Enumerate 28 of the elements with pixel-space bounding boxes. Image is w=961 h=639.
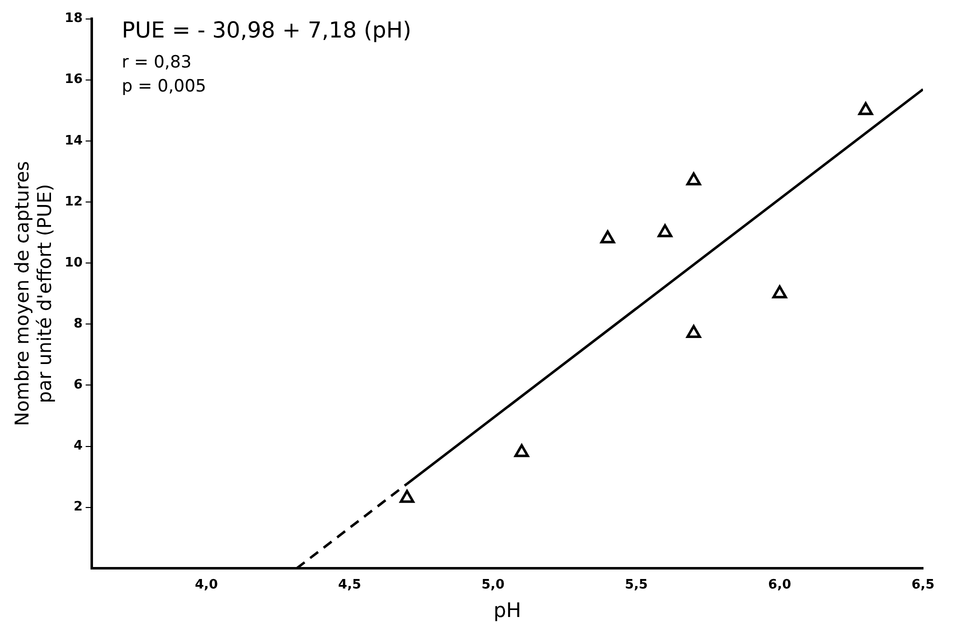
x-tick-label: 6,5 — [911, 578, 935, 593]
y-tick-label: 2 — [74, 500, 83, 515]
point — [658, 224, 672, 238]
x-tick-label: 4,5 — [338, 578, 362, 593]
y-tick-label: 4 — [74, 438, 83, 454]
annotation: PUE = - 30,98 + 7,18 (pH) — [122, 18, 412, 44]
point — [400, 490, 414, 503]
y-tick-label: 16 — [64, 72, 83, 88]
y-tick-label: 12 — [64, 194, 83, 210]
y-tick-label: 10 — [64, 255, 83, 270]
point — [600, 230, 615, 244]
annotation: r = 0,83 — [122, 52, 192, 73]
point — [686, 325, 701, 338]
y-tick-label: 14 — [64, 133, 83, 148]
x-axis-title: pH — [493, 598, 522, 622]
y-tick-label: 6 — [74, 378, 83, 393]
y-tick-label: 18 — [64, 11, 83, 26]
point — [686, 172, 701, 186]
y-tick-label: 8 — [74, 316, 83, 332]
y-axis-title: Nombre moyen de captures par unité d'effort (PUE) — [11, 161, 56, 426]
point — [858, 102, 873, 116]
annotation: p = 0,005 — [122, 76, 206, 97]
x-tick-label: 6,0 — [768, 578, 792, 593]
x-tick-label: 4,0 — [194, 578, 218, 593]
point — [514, 444, 529, 458]
x-tick-label: 5,0 — [481, 578, 505, 593]
point — [772, 285, 787, 298]
x-tick-label: 5,5 — [624, 578, 648, 593]
